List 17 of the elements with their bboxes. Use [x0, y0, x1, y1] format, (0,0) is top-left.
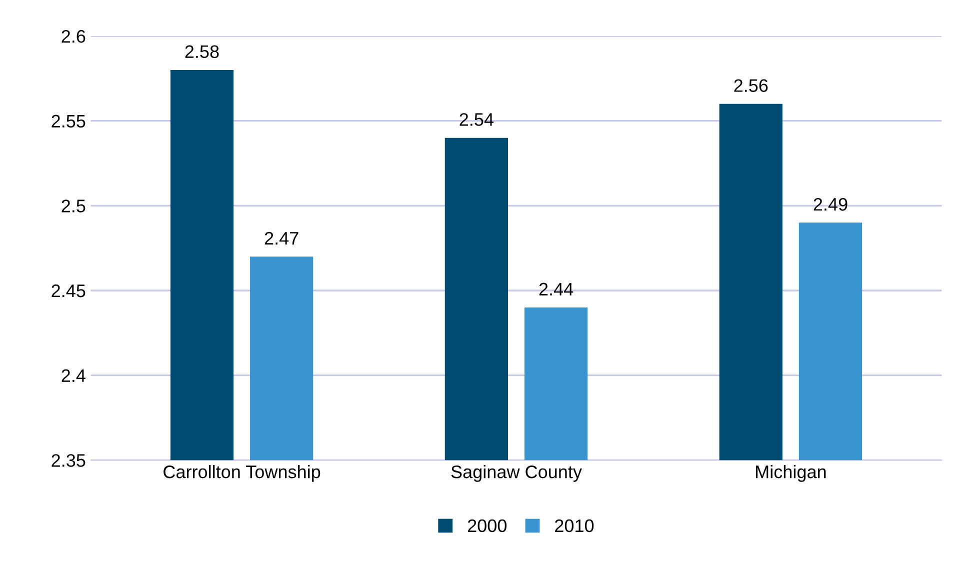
y-tick-label: 2.55 [52, 114, 86, 128]
data-label: 2.47 [264, 232, 298, 244]
data-label: 2.49 [814, 198, 848, 211]
data-label: 2.58 [185, 45, 219, 58]
y-tick-label: 2.6 [62, 30, 86, 43]
data-label: 2.54 [460, 113, 494, 126]
y-tick-label: 2.5 [62, 200, 86, 212]
legend-label: 2010 [555, 519, 594, 532]
x-tick-label: Michigan [756, 465, 826, 482]
data-label: 2.56 [734, 79, 768, 92]
y-tick-label: 2.45 [52, 284, 86, 298]
y-tick-label: 2.35 [52, 454, 86, 467]
x-tick-label: Carrollton Township [164, 465, 320, 482]
legend-label: 2000 [468, 519, 507, 532]
data-label: 2.44 [539, 282, 574, 296]
y-tick-label: 2.4 [62, 369, 86, 382]
x-tick-label: Saginaw County [451, 465, 582, 482]
